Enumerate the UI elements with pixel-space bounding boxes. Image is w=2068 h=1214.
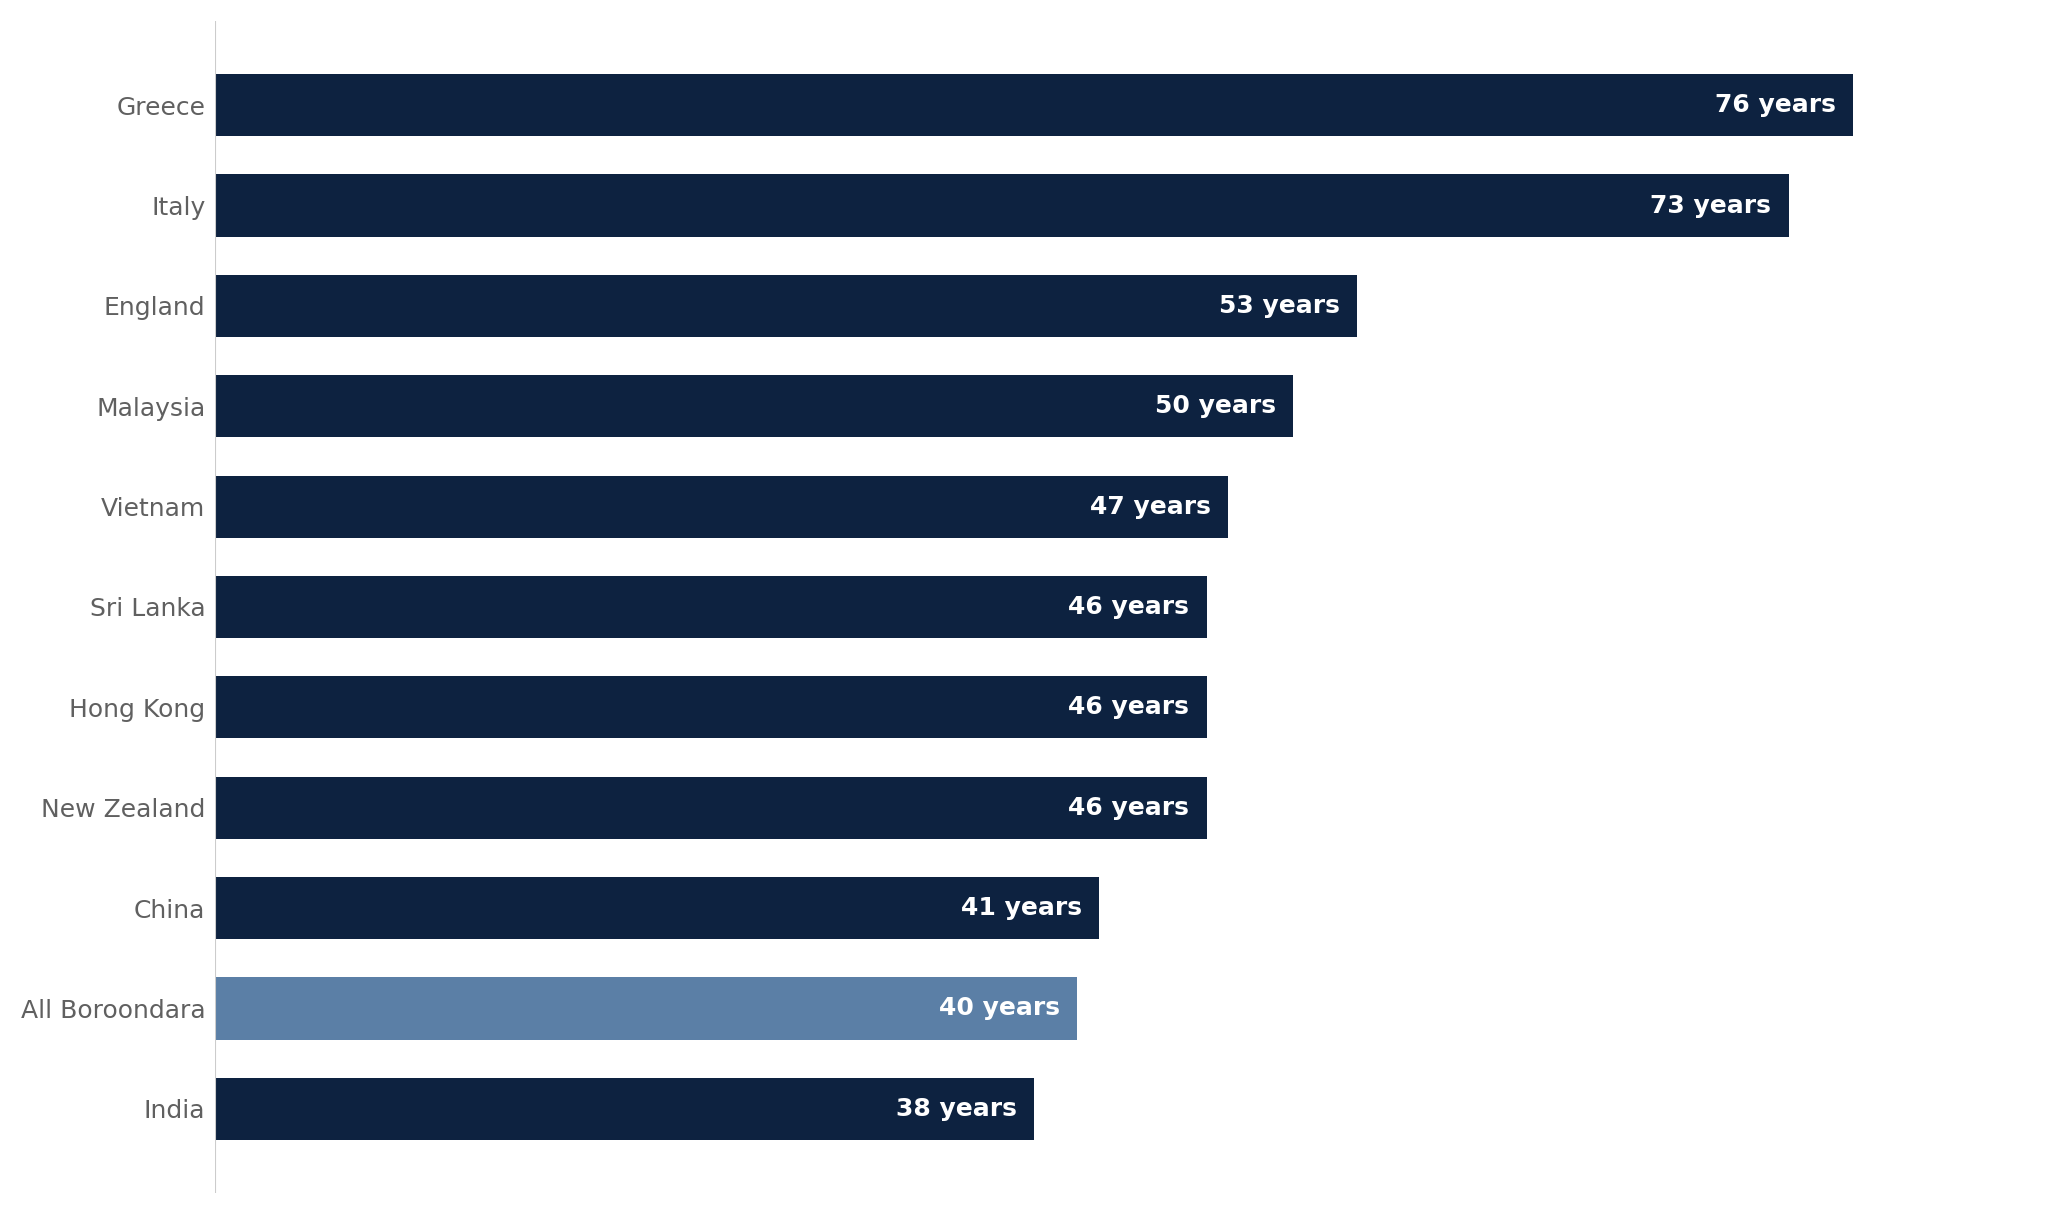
Bar: [215, 476, 1228, 538]
Bar: [215, 1078, 1034, 1140]
Text: 38 years: 38 years: [895, 1096, 1017, 1121]
Text: 73 years: 73 years: [1650, 193, 1772, 217]
Text: 46 years: 46 years: [1069, 696, 1189, 720]
Text: 47 years: 47 years: [1090, 494, 1212, 518]
Text: 53 years: 53 years: [1220, 294, 1340, 318]
Bar: [215, 676, 1206, 738]
Text: 50 years: 50 years: [1154, 395, 1276, 419]
Bar: [215, 274, 1357, 337]
Bar: [215, 575, 1206, 639]
Bar: [215, 74, 1853, 136]
Text: 46 years: 46 years: [1069, 595, 1189, 619]
Bar: [215, 375, 1292, 437]
Text: 76 years: 76 years: [1714, 93, 1836, 118]
Text: 46 years: 46 years: [1069, 795, 1189, 819]
Bar: [215, 777, 1206, 839]
Text: 41 years: 41 years: [962, 896, 1082, 920]
Bar: [215, 175, 1789, 237]
Text: 40 years: 40 years: [939, 997, 1061, 1021]
Bar: [215, 877, 1098, 940]
Bar: [215, 977, 1077, 1039]
